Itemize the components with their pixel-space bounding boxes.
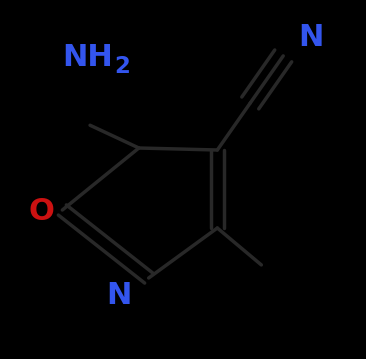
Text: NH: NH [62,43,113,73]
Text: N: N [107,280,132,309]
Text: O: O [28,197,54,227]
Text: N: N [298,23,323,52]
Text: 2: 2 [115,56,130,79]
